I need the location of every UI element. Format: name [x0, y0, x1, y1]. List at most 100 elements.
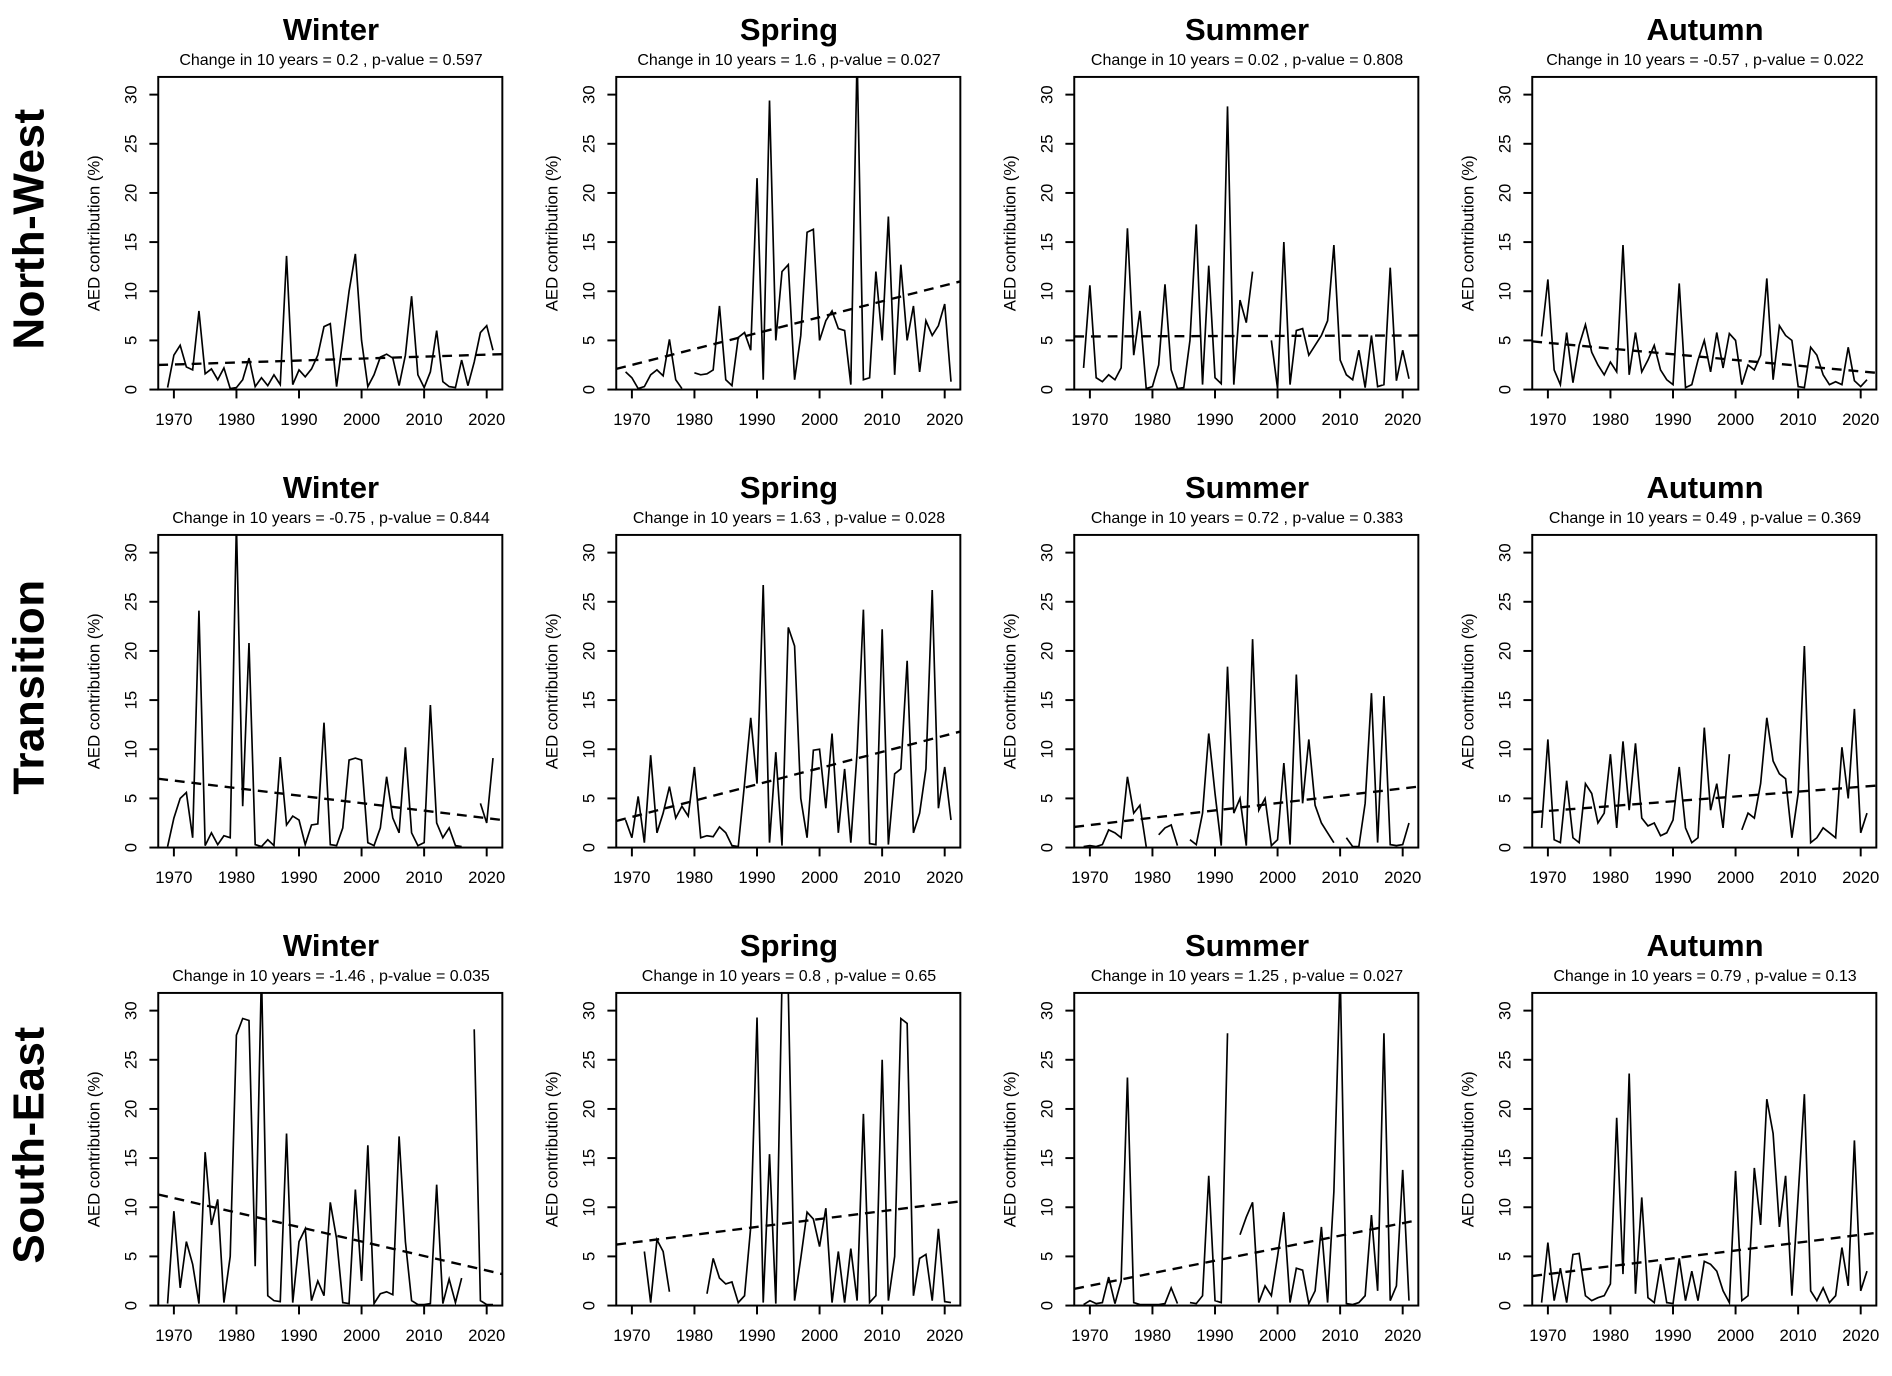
panel-north-west-autumn: Autumn Change in 10 years = -0.57 , p-val…: [1434, 0, 1892, 458]
y-tick-label: 30: [1496, 1001, 1515, 1020]
y-tick-label: 15: [1496, 690, 1515, 709]
x-tick-label: 2010: [406, 410, 443, 429]
x-tick-label: 2010: [1780, 1326, 1817, 1345]
x-tick-label: 2010: [1322, 1326, 1359, 1345]
panel-transition-summer: Summer Change in 10 years = 0.72 , p-valu…: [976, 458, 1434, 916]
x-tick-label: 1980: [218, 1326, 255, 1345]
y-tick-label: 25: [1496, 134, 1515, 153]
trend-line: [1532, 339, 1877, 374]
y-tick-label: 30: [1038, 1001, 1057, 1020]
y-tick-label: 25: [580, 1050, 599, 1069]
y-tick-label: 30: [1038, 85, 1057, 104]
trend-line: [616, 730, 961, 822]
line-plot: 0 5 10 15 20 25 30 1970 1980 1990 2000 2010 2020 AED …: [542, 533, 963, 887]
panel-south-east-winter: Winter Change in 10 years = -1.46 , p-val…: [60, 916, 518, 1374]
trend-line: [1074, 1218, 1419, 1290]
y-tick-label: 0: [122, 385, 141, 394]
season-title: Summer: [1184, 12, 1310, 47]
trend-line: [158, 777, 503, 821]
x-tick-label: 1980: [676, 1326, 713, 1345]
x-tick-label: 2020: [1842, 868, 1879, 887]
trend-line: [1532, 1231, 1877, 1277]
line-plot: 0 5 10 15 20 25 30 1970 1980 1990 2000 2010 2020 AED …: [542, 75, 963, 429]
line-plot: 0 5 10 15 20 25 30 1970 1980 1990 2000 2010 2020 AED …: [1458, 991, 1879, 1345]
y-tick-label: 20: [580, 641, 599, 660]
y-tick-label: 0: [1496, 385, 1515, 394]
aed-contribution-series: [166, 253, 494, 390]
y-tick-label: 5: [1038, 793, 1057, 802]
x-tick-label: 2000: [1717, 868, 1754, 887]
panel-subtitle-trend-stats: Change in 10 years = 0.79 , p-value = 0.…: [1553, 968, 1857, 985]
y-tick-label: 10: [122, 1198, 141, 1217]
y-tick-label: 25: [580, 134, 599, 153]
season-title: Autumn: [1646, 12, 1764, 47]
y-tick-label: 10: [580, 1198, 599, 1217]
y-tick-label: 10: [1038, 282, 1057, 301]
y-tick-label: 15: [580, 232, 599, 251]
x-tick-label: 2020: [468, 868, 505, 887]
x-tick-label: 1990: [280, 1326, 317, 1345]
y-tick-label: 20: [122, 641, 141, 660]
x-tick-label: 2010: [1322, 868, 1359, 887]
y-tick-label: 0: [580, 843, 599, 852]
x-tick-label: 1990: [738, 868, 775, 887]
aed-contribution-series: [625, 76, 952, 390]
aed-contribution-series: [1540, 244, 1868, 389]
x-tick-label: 1970: [1529, 1326, 1566, 1345]
plot-box: [157, 991, 504, 1307]
row-label-column: Transition: [0, 458, 60, 916]
x-tick-label: 1970: [613, 1326, 650, 1345]
panel-subtitle-trend-stats: Change in 10 years = 0.49 , p-value = 0.…: [1548, 510, 1862, 527]
plot-box: [1073, 533, 1420, 849]
x-tick-label: 1990: [280, 868, 317, 887]
x-tick-label: 1970: [613, 410, 650, 429]
y-tick-label: 10: [580, 282, 599, 301]
plot-box: [1531, 75, 1878, 391]
aed-contribution-series: [624, 584, 952, 848]
panel-south-east-autumn: Autumn Change in 10 years = 0.79 , p-valu…: [1434, 916, 1892, 1374]
line-plot: 0 5 10 15 20 25 30 1970 1980 1990 2000 2010 2020 AED …: [1000, 75, 1421, 429]
x-tick-label: 2020: [926, 410, 963, 429]
y-tick-label: 20: [122, 183, 141, 202]
trend-line: [1532, 784, 1877, 813]
x-tick-label: 1970: [1071, 1326, 1108, 1345]
y-tick-label: 15: [1038, 232, 1057, 251]
x-tick-label: 1970: [155, 1326, 192, 1345]
line-plot: 0 5 10 15 20 25 30 1970 1980 1990 2000 2010 2020 AED …: [84, 991, 505, 1345]
y-tick-label: 5: [1496, 793, 1515, 802]
line-plot: 0 5 10 15 20 25 30 1970 1980 1990 2000 2010 2020 AED …: [1458, 533, 1879, 887]
row-label-north-west: North-West: [5, 108, 55, 350]
y-axis-label: AED contribution (%): [542, 155, 561, 311]
trend-line: [1074, 785, 1419, 828]
panel-south-east-spring: Spring Change in 10 years = 0.8 , p-value…: [518, 916, 976, 1374]
x-tick-label: 2000: [801, 1326, 838, 1345]
x-tick-label: 2020: [1842, 410, 1879, 429]
y-axis-label: AED contribution (%): [1458, 613, 1477, 769]
x-tick-label: 1970: [155, 868, 192, 887]
x-tick-label: 1970: [1071, 410, 1108, 429]
x-tick-label: 1990: [1196, 868, 1233, 887]
panel-subtitle-trend-stats: Change in 10 years = 1.6 , p-value = 0.0…: [637, 52, 941, 69]
x-tick-label: 1970: [1529, 868, 1566, 887]
y-tick-label: 30: [122, 543, 141, 562]
line-plot: 0 5 10 15 20 25 30 1970 1980 1990 2000 2010 2020 AED …: [542, 991, 963, 1345]
y-tick-label: 25: [1038, 1050, 1057, 1069]
x-tick-label: 2010: [864, 868, 901, 887]
season-title: Winter: [282, 470, 380, 505]
x-tick-label: 1970: [1071, 868, 1108, 887]
y-axis-label: AED contribution (%): [1000, 155, 1019, 311]
aed-contribution-series: [1540, 1073, 1868, 1306]
x-tick-label: 1990: [1196, 410, 1233, 429]
y-tick-label: 0: [580, 1301, 599, 1310]
y-tick-label: 20: [1496, 1099, 1515, 1118]
line-plot: 0 5 10 15 20 25 30 1970 1980 1990 2000 2010 2020 AED …: [84, 533, 505, 887]
x-tick-label: 2010: [406, 868, 443, 887]
x-tick-label: 1980: [1592, 1326, 1629, 1345]
x-tick-label: 2000: [1259, 1326, 1296, 1345]
y-axis-label: AED contribution (%): [1458, 155, 1477, 311]
x-tick-label: 1980: [1134, 868, 1171, 887]
y-axis-label: AED contribution (%): [1000, 613, 1019, 769]
panel-north-west-winter: Winter Change in 10 years = 0.2 , p-value…: [60, 0, 518, 458]
aed-contribution-series: [643, 992, 952, 1305]
y-tick-label: 0: [580, 385, 599, 394]
